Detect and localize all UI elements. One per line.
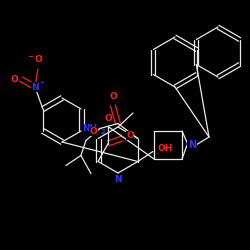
Text: O: O xyxy=(126,131,134,140)
Text: O: O xyxy=(89,127,97,136)
Text: O: O xyxy=(10,74,18,84)
Text: −: − xyxy=(27,54,33,60)
Text: NH: NH xyxy=(82,124,98,133)
Text: O: O xyxy=(109,92,117,101)
Text: O: O xyxy=(34,56,42,64)
Text: N: N xyxy=(31,82,39,92)
Text: O: O xyxy=(104,114,112,123)
Text: OH: OH xyxy=(157,144,172,153)
Text: N: N xyxy=(114,176,122,184)
Text: 2: 2 xyxy=(101,128,105,134)
Text: +: + xyxy=(40,80,44,86)
Text: N: N xyxy=(188,140,196,150)
